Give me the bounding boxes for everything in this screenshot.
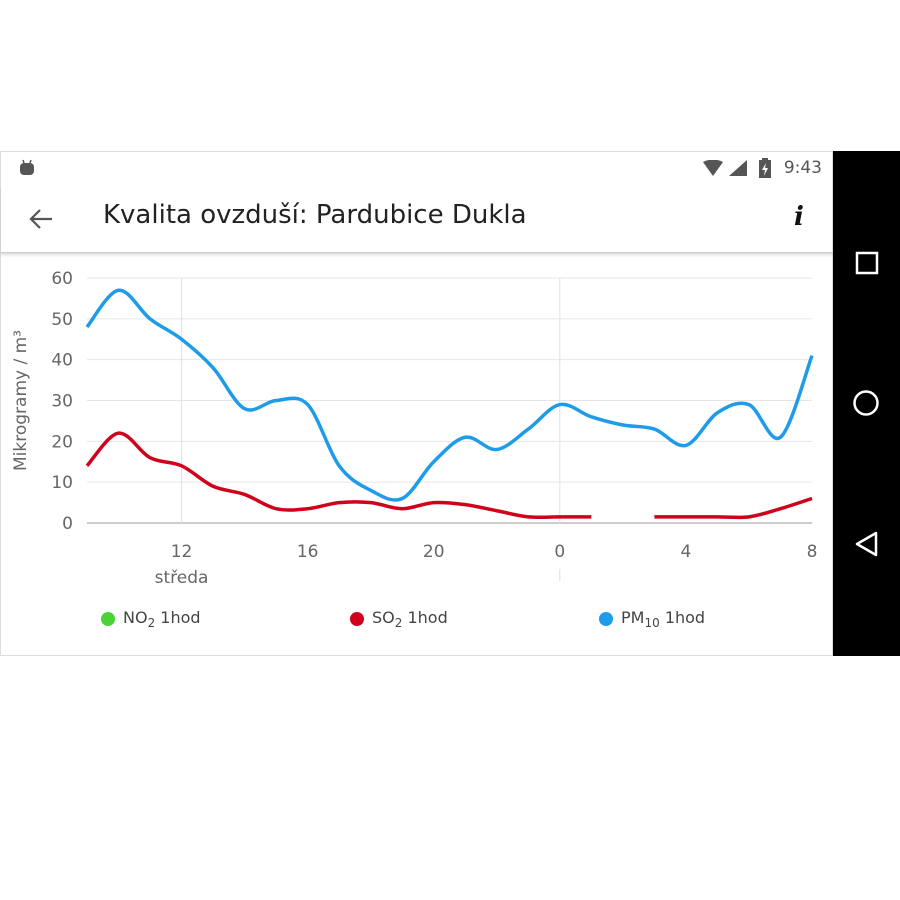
legend-label-part: 1hod — [402, 608, 448, 627]
x-tick-label: 4 — [680, 542, 691, 562]
navigation-bar — [833, 151, 900, 656]
legend-label-part: 2 — [394, 616, 403, 631]
legend-label-part: PM — [621, 608, 645, 627]
series-line-so — [85, 431, 592, 520]
recents-square-icon[interactable] — [855, 251, 879, 275]
legend-dot-icon — [350, 612, 364, 627]
x-tick-label: 8 — [807, 542, 818, 562]
legend-label-part: 2 — [147, 616, 156, 631]
x-tick-label: 0 — [554, 542, 565, 562]
info-button[interactable]: i — [794, 202, 804, 232]
legend-item-no[interactable]: NO2 1hod — [101, 608, 201, 630]
android-icon — [20, 159, 34, 175]
page-title: Kvalita ovzduší: Pardubice Dukla — [103, 200, 527, 230]
y-tick-label: 60 — [51, 269, 73, 289]
back-triangle-icon[interactable] — [854, 531, 880, 557]
back-arrow-icon[interactable] — [28, 207, 54, 231]
legend-label-part: NO — [123, 608, 148, 627]
status-bar: 9:43 — [1, 152, 834, 186]
wifi-icon — [703, 160, 723, 176]
y-tick-label: 0 — [62, 514, 73, 534]
line-chart: 0 10 20 30 40 50 60 12 16 20 0 4 8 středa Mikrogramy /… — [11, 269, 818, 588]
y-tick-label: 20 — [51, 432, 73, 452]
series-line-pm — [85, 288, 814, 502]
legend-item-pm[interactable]: PM10 1hod — [599, 608, 705, 630]
legend-label-part: 10 — [644, 616, 660, 631]
y-tick-label: 10 — [51, 473, 73, 493]
legend-label: NO2 1hod — [123, 608, 201, 630]
home-circle-icon[interactable] — [852, 389, 880, 417]
y-tick-label: 40 — [51, 351, 73, 371]
legend-label: PM10 1hod — [621, 608, 705, 630]
day-label: středa — [155, 568, 209, 588]
signal-icon — [729, 160, 747, 176]
legend-dot-icon — [101, 612, 115, 627]
series-line-so — [654, 496, 813, 520]
battery-charging-icon — [759, 158, 771, 178]
app-bar: Kvalita ovzduší: Pardubice Dukla i — [1, 186, 834, 253]
x-tick-label: 20 — [423, 542, 445, 562]
legend-label-part: 1hod — [155, 608, 201, 627]
y-tick-label: 30 — [51, 392, 73, 412]
x-tick-label: 12 — [171, 542, 193, 562]
phone-screen: 9:43 Kvalita ovzduší: Pardubice Dukla i … — [0, 151, 834, 656]
x-tick-label: 16 — [297, 542, 319, 562]
legend-label-part: SO — [372, 608, 395, 627]
y-tick-label: 50 — [51, 310, 73, 330]
status-time: 9:43 — [783, 158, 822, 178]
legend-label-part: 1hod — [659, 608, 706, 627]
legend-dot-icon — [599, 612, 613, 627]
legend-item-so[interactable]: SO2 1hod — [350, 608, 448, 630]
y-axis-label: Mikrogramy / m³ — [11, 330, 31, 471]
legend-label: SO2 1hod — [372, 608, 448, 630]
